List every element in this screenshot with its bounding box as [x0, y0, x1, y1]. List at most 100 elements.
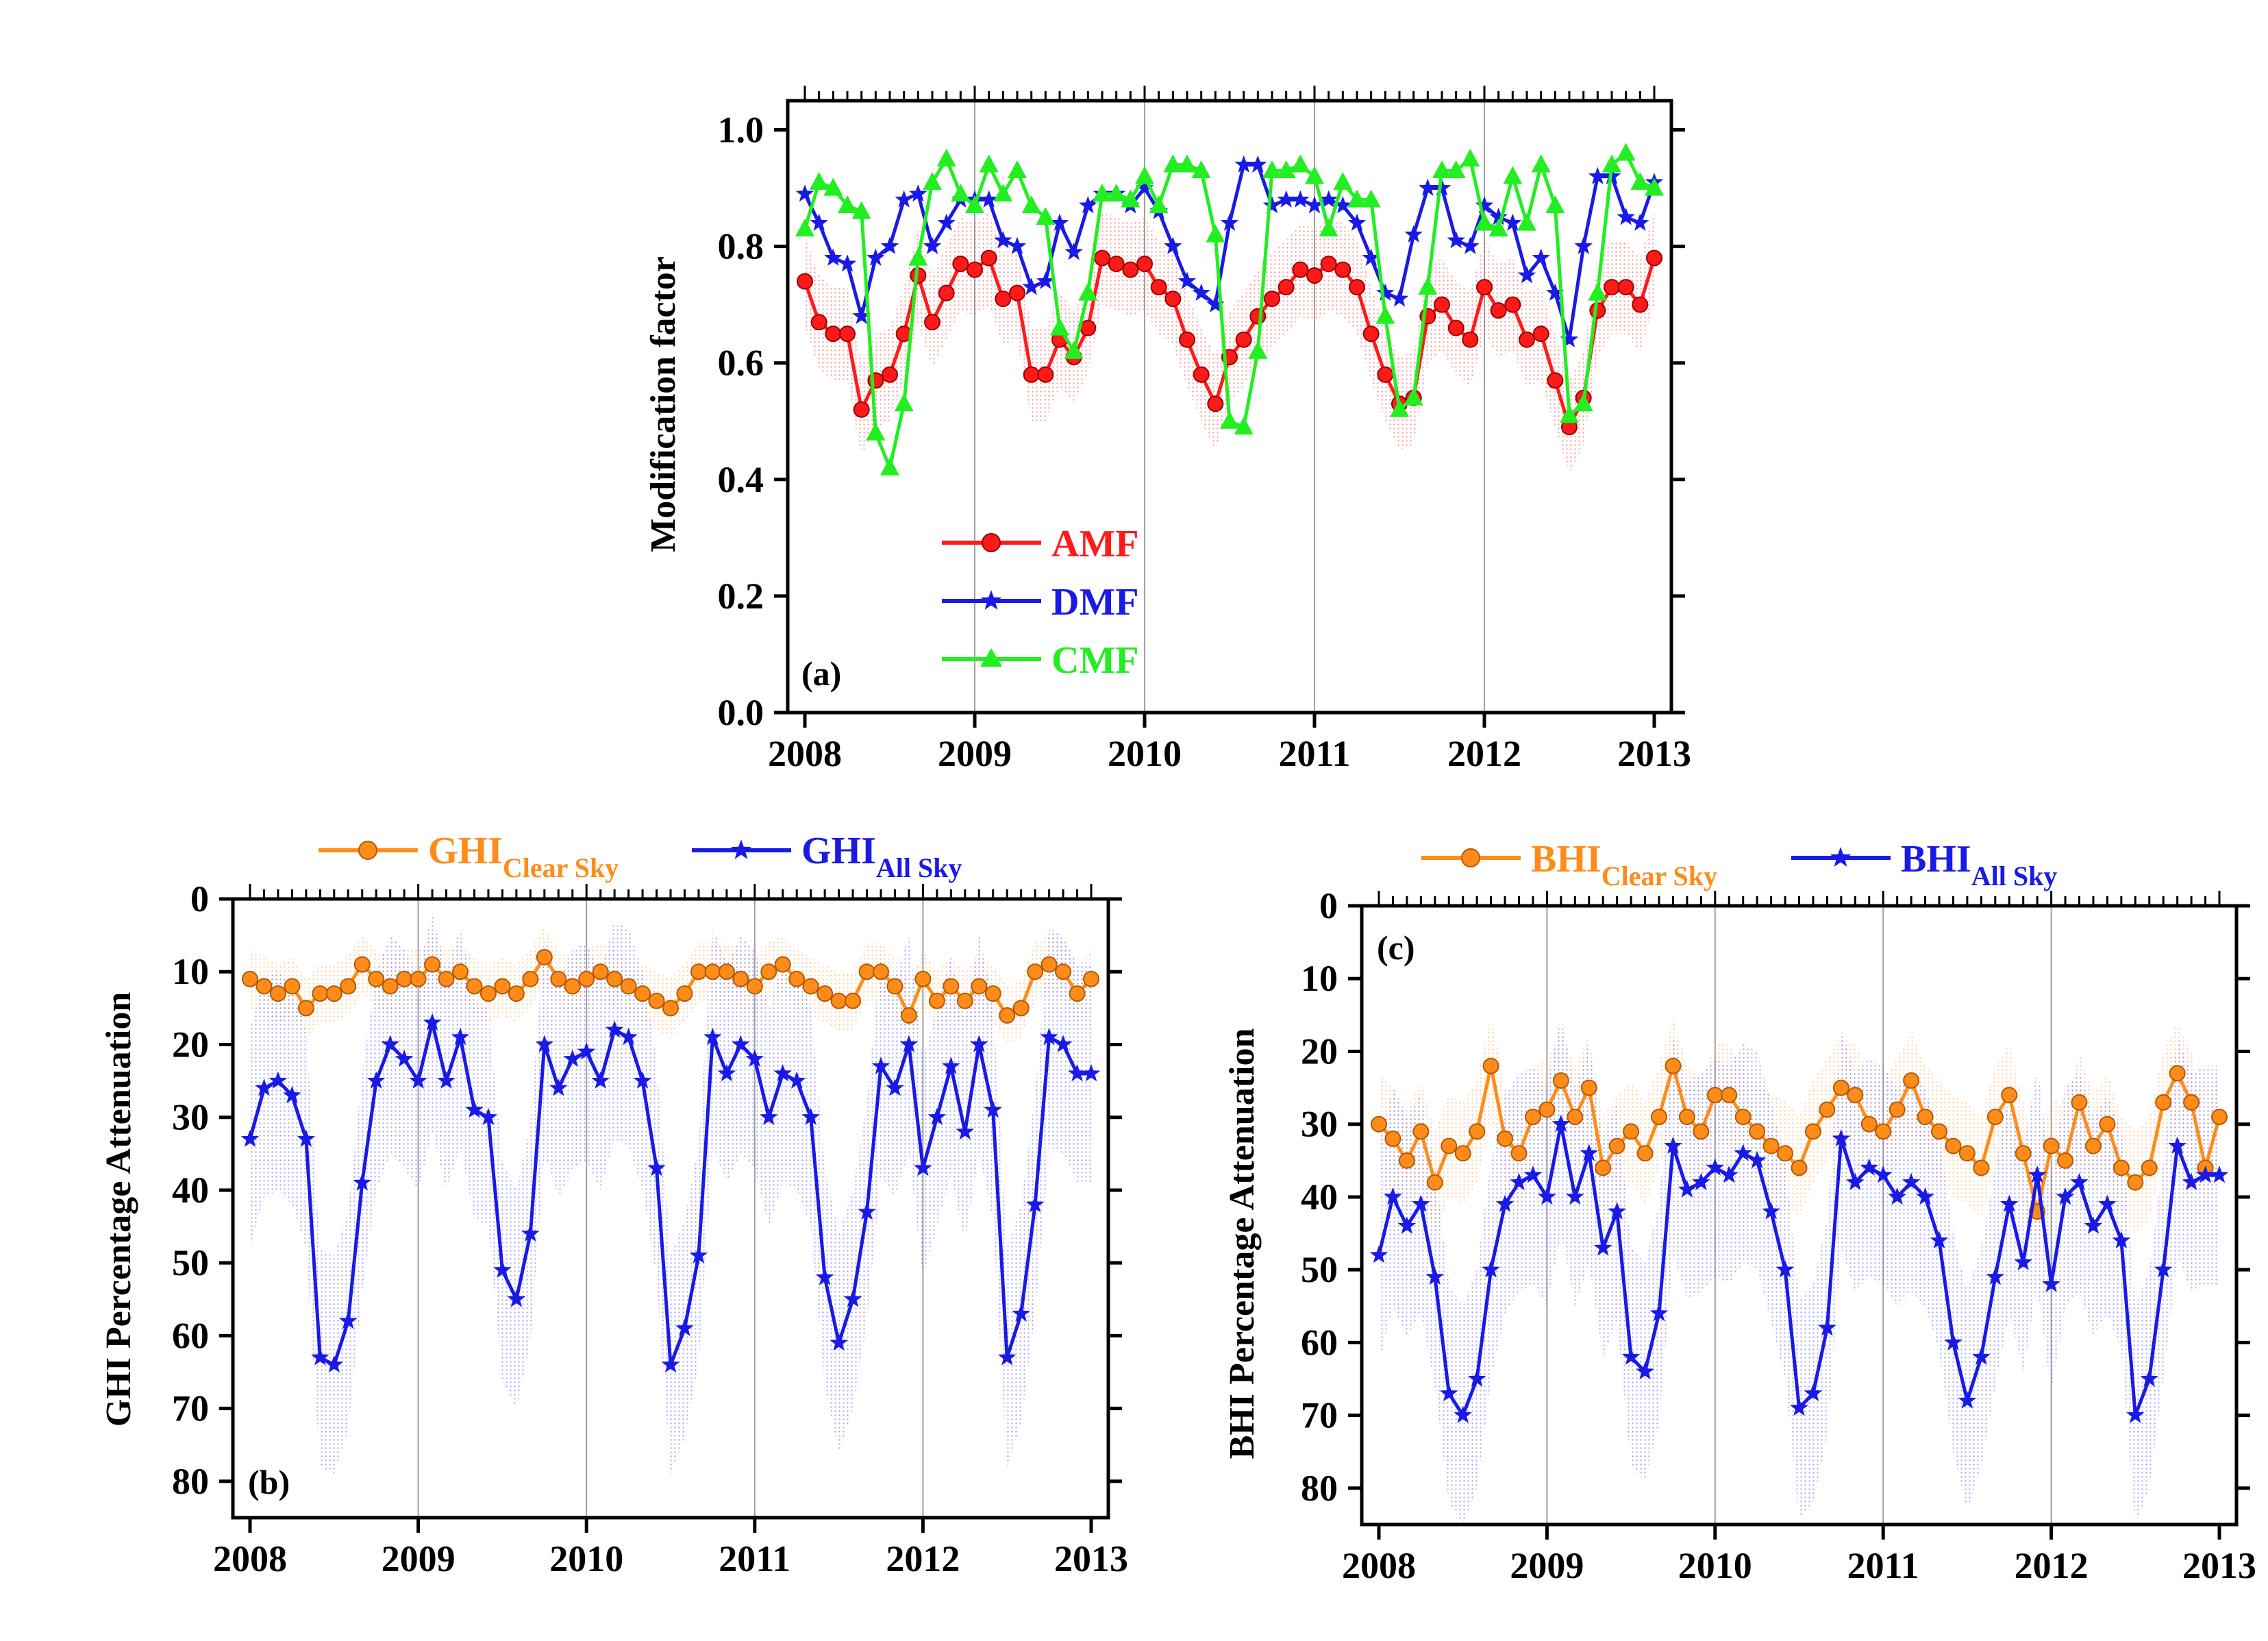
data-point-amf [1150, 279, 1167, 296]
data-point-cmf [1645, 177, 1664, 196]
data-point-all [577, 1042, 596, 1060]
x-tick-label: 2011 [1278, 733, 1350, 774]
x-tick-label: 2010 [1108, 733, 1182, 774]
data-point-clear [1777, 1145, 1794, 1162]
data-point-cmf [1588, 282, 1608, 301]
data-point-clear [1482, 1057, 1499, 1074]
data-point-cmf [1503, 166, 1523, 184]
data-point-clear [256, 978, 273, 995]
panel-a-modification-factor: 0.0 0.2 0.4 0.6 0.8 1.0 2008 2009 2010 2011 2012 20… [644, 86, 1691, 774]
data-point-all [1593, 1238, 1612, 1256]
data-point-clear [1721, 1087, 1738, 1104]
data-point-all [591, 1071, 610, 1089]
data-point-all [240, 1129, 260, 1147]
y-tick-label: 10 [172, 951, 209, 992]
data-point-dmf [1064, 243, 1083, 260]
data-point-clear [928, 992, 945, 1009]
data-point-cmf [1488, 219, 1508, 237]
data-point-clear [1567, 1109, 1584, 1126]
data-point-clear [1749, 1123, 1766, 1140]
data-point-all [2112, 1231, 2131, 1248]
data-point-all [1734, 1144, 1752, 1161]
data-point-all [423, 1013, 442, 1031]
data-point-clear [900, 1007, 917, 1024]
data-point-all [255, 1078, 273, 1096]
data-point-dmf [980, 190, 998, 208]
data-point-amf [1349, 279, 1365, 296]
data-point-amf [853, 401, 870, 418]
data-point-clear [1762, 1137, 1780, 1155]
legend-marker-bhi-clear-circle [1461, 848, 1480, 867]
data-point-all [549, 1078, 568, 1096]
data-point-clear [1804, 1123, 1821, 1140]
data-point-all [1412, 1194, 1430, 1212]
y-tick-label: 0 [1319, 885, 1338, 926]
legend-label-ghi-all: GHIAll Sky [801, 830, 962, 883]
data-point-all [339, 1311, 358, 1329]
data-point-clear [1524, 1109, 1541, 1126]
data-point-all [283, 1085, 301, 1104]
data-point-all [1706, 1158, 1725, 1176]
data-point-cmf [851, 201, 871, 219]
legend-marker-ghi-all-star [730, 839, 752, 859]
data-point-amf [1646, 249, 1662, 267]
y-tick-label: 0.6 [718, 343, 764, 384]
data-point-clear [662, 1000, 679, 1017]
data-point-all [1649, 1303, 1669, 1322]
data-point-dmf [1305, 196, 1324, 214]
y-tick-label: 70 [172, 1388, 209, 1429]
data-point-clear [466, 978, 483, 995]
data-point-dmf [824, 248, 843, 266]
y-tick-label: 0.2 [718, 576, 764, 617]
data-point-cmf [1630, 172, 1650, 190]
legend-label-ghi-clear: GHIClear Sky [428, 830, 619, 883]
data-point-amf [1490, 302, 1507, 319]
data-point-dmf [1234, 155, 1253, 173]
data-point-all [297, 1129, 316, 1147]
data-point-all [633, 1071, 652, 1089]
data-point-cmf [1191, 160, 1211, 179]
data-point-all [2140, 1369, 2159, 1387]
data-point-clear [452, 963, 469, 980]
data-point-amf [924, 314, 940, 331]
x-tick-label: 2010 [1678, 1545, 1752, 1586]
data-point-dmf [1532, 248, 1550, 266]
data-point-all [1790, 1398, 1808, 1416]
data-point-all [1082, 1064, 1101, 1082]
data-point-cmf [936, 149, 956, 167]
data-point-clear [1734, 1109, 1752, 1126]
data-point-clear [873, 963, 889, 980]
data-point-amf [1447, 319, 1465, 336]
legend-ghi-all-main: GHI [801, 830, 876, 872]
data-point-all [311, 1348, 329, 1366]
data-point-all [1369, 1245, 1388, 1263]
data-point-cmf [1361, 189, 1381, 208]
data-point-all [1510, 1172, 1528, 1190]
data-point-all [689, 1246, 708, 1263]
data-point-clear [690, 963, 707, 980]
data-point-clear [1454, 1145, 1471, 1162]
data-point-all [479, 1107, 498, 1125]
data-point-all [787, 1071, 806, 1089]
data-point-amf [1519, 331, 1535, 348]
data-point-all [395, 1049, 414, 1067]
data-point-dmf [852, 306, 871, 324]
data-point-cmf [1517, 212, 1536, 231]
data-point-clear [2127, 1174, 2144, 1191]
y-tick-label: 10 [1301, 958, 1338, 999]
data-point-all [1384, 1187, 1402, 1205]
data-point-cmf [1248, 341, 1268, 359]
data-point-amf [938, 284, 955, 301]
data-point-dmf [1036, 271, 1055, 289]
data-point-clear [1903, 1072, 1920, 1089]
data-point-clear [620, 978, 637, 995]
data-point-amf [1532, 325, 1549, 343]
data-point-clear [732, 970, 749, 987]
data-point-cmf [1545, 195, 1565, 214]
y-tick-label: 1.0 [718, 110, 764, 151]
data-point-all [1495, 1194, 1515, 1212]
x-tick-label: 2013 [1054, 1538, 1128, 1579]
data-point-clear [479, 985, 497, 1002]
data-point-amf [1632, 296, 1649, 313]
